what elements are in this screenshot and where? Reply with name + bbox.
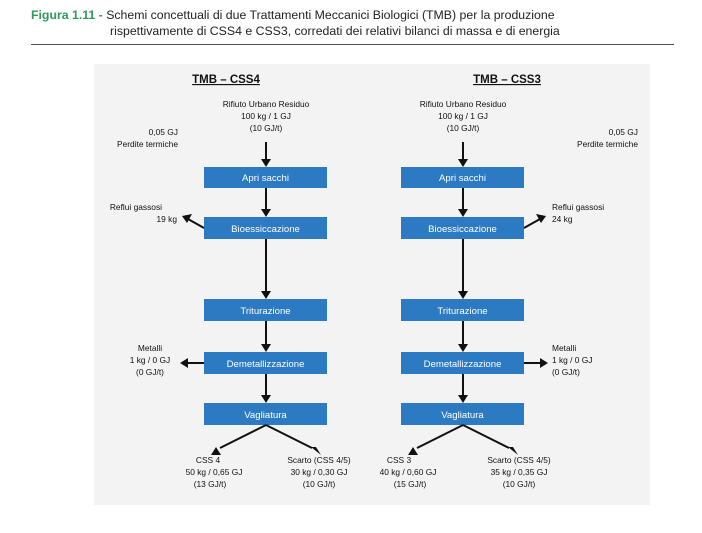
left-arrowhead-css xyxy=(211,447,221,455)
right-metals-label: Metalli xyxy=(552,343,576,353)
right-step-demetallizzazione xyxy=(401,352,524,374)
right-out-a-rate: (15 GJ/t) xyxy=(394,479,427,489)
right-out-b-value: 35 kg / 0,35 GJ xyxy=(491,467,548,477)
left-arrow-gas xyxy=(187,218,205,229)
right-out-a-value: 40 kg / 0,60 GJ xyxy=(380,467,437,477)
caption-rule xyxy=(31,44,674,45)
left-metals-value: 1 kg / 0 GJ xyxy=(130,355,171,365)
right-arrowhead-css xyxy=(408,447,418,455)
right-title: TMB – CSS3 xyxy=(473,74,541,86)
left-step-apri-sacchi xyxy=(204,167,327,188)
right-arrowhead-4 xyxy=(458,395,468,403)
right-heat-label: Perdite termiche xyxy=(577,139,638,149)
left-title: TMB – CSS4 xyxy=(192,74,260,86)
left-metals-rate: (0 GJ/t) xyxy=(136,367,164,377)
right-arrowhead-metals xyxy=(540,358,548,368)
left-metals-label: Metalli xyxy=(138,343,162,353)
right-arrowhead-2 xyxy=(458,291,468,299)
left-gas-label: Reflui gassosi xyxy=(110,202,162,212)
left-input-line-1: Rifiuto Urbano Residuo xyxy=(223,99,310,109)
right-step-vagliatura-label: Vagliatura xyxy=(441,410,484,421)
right-step-vagliatura xyxy=(401,403,524,425)
left-out-a-value: 50 kg / 0,65 GJ xyxy=(186,467,243,477)
right-step-apri-sacchi-label: Apri sacchi xyxy=(439,173,486,184)
diagram-panel xyxy=(94,64,650,505)
right-arrowhead-gas xyxy=(536,214,546,223)
left-arrowhead-metals xyxy=(180,358,188,368)
caption-line-2: rispettivamente di CSS4 e CSS3, corredat… xyxy=(110,23,560,38)
right-branch-css xyxy=(416,424,464,449)
right-step-triturazione xyxy=(401,299,524,321)
left-heat-label: Perdite termiche xyxy=(117,139,178,149)
left-out-b-value: 30 kg / 0,30 GJ xyxy=(291,467,348,477)
right-input-line-3: (10 GJ/t) xyxy=(447,123,480,133)
left-arrowhead-1 xyxy=(261,209,271,217)
left-step-vagliatura-label: Vagliatura xyxy=(244,410,287,421)
left-out-b-rate: (10 GJ/t) xyxy=(303,479,336,489)
right-out-b-rate: (10 GJ/t) xyxy=(503,479,536,489)
right-step-triturazione-label: Triturazione xyxy=(437,306,487,317)
left-branch-css xyxy=(219,424,267,449)
left-arrowhead-gas xyxy=(182,214,192,223)
left-arrowhead-4 xyxy=(261,395,271,403)
right-metals-rate: (0 GJ/t) xyxy=(552,367,580,377)
left-input-line-3: (10 GJ/t) xyxy=(250,123,283,133)
right-step-bioessiccazione-label: Bioessiccazione xyxy=(428,224,497,235)
right-step-bioessiccazione xyxy=(401,217,524,239)
right-input-line-1: Rifiuto Urbano Residuo xyxy=(420,99,507,109)
right-arrowhead-input xyxy=(458,159,468,167)
right-input-line-2: 100 kg / 1 GJ xyxy=(438,111,488,121)
left-step-demetallizzazione-label: Demetallizzazione xyxy=(227,359,305,370)
left-step-vagliatura xyxy=(204,403,327,425)
figure-caption: Figura 1.11 - Schemi concettuali di due … xyxy=(31,8,681,39)
left-step-demetallizzazione xyxy=(204,352,327,374)
left-arrowhead-2 xyxy=(261,291,271,299)
right-arrowhead-1 xyxy=(458,209,468,217)
left-arrowhead-scarto xyxy=(311,447,321,455)
left-arrowhead-input xyxy=(261,159,271,167)
right-arrow-gas xyxy=(523,218,541,229)
right-out-a-name: CSS 3 xyxy=(387,455,412,465)
left-heat-value: 0,05 GJ xyxy=(149,127,178,137)
right-step-apri-sacchi xyxy=(401,167,524,188)
left-step-bioessiccazione-label: Bioessiccazione xyxy=(231,224,300,235)
left-branch-scarto xyxy=(265,424,313,449)
right-arrowhead-scarto xyxy=(508,447,518,455)
right-heat-value: 0,05 GJ xyxy=(609,127,638,137)
left-input-line-2: 100 kg / 1 GJ xyxy=(241,111,291,121)
left-step-triturazione xyxy=(204,299,327,321)
left-out-a-rate: (13 GJ/t) xyxy=(194,479,227,489)
left-gas-value: 19 kg xyxy=(157,214,178,224)
right-gas-label: Reflui gassosi xyxy=(552,202,604,212)
caption-line-1: Schemi concettuali di due Trattamenti Me… xyxy=(106,8,555,22)
left-out-a-name: CSS 4 xyxy=(196,455,221,465)
left-arrowhead-3 xyxy=(261,344,271,352)
left-step-triturazione-label: Triturazione xyxy=(240,306,290,317)
right-step-demetallizzazione-label: Demetallizzazione xyxy=(424,359,502,370)
right-gas-value: 24 kg xyxy=(552,214,573,224)
left-out-b-name: Scarto (CSS 4/5) xyxy=(287,455,351,465)
right-metals-value: 1 kg / 0 GJ xyxy=(552,355,593,365)
right-out-b-name: Scarto (CSS 4/5) xyxy=(487,455,551,465)
left-step-bioessiccazione xyxy=(204,217,327,239)
right-branch-scarto xyxy=(462,424,510,449)
left-step-apri-sacchi-label: Apri sacchi xyxy=(242,173,289,184)
right-arrowhead-3 xyxy=(458,344,468,352)
figure-number: Figura 1.11 - xyxy=(31,8,103,22)
